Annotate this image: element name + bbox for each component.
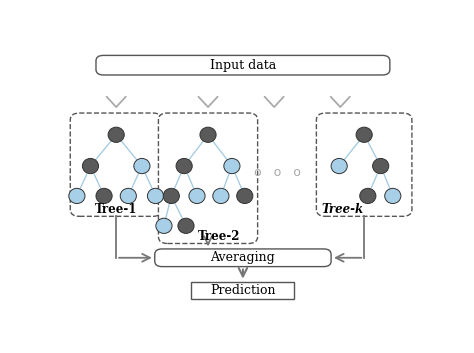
Ellipse shape [178, 218, 194, 233]
FancyBboxPatch shape [70, 113, 162, 216]
Text: Tree-1: Tree-1 [95, 203, 137, 216]
Ellipse shape [189, 188, 205, 204]
Ellipse shape [108, 127, 124, 142]
FancyBboxPatch shape [155, 249, 331, 267]
Ellipse shape [163, 188, 179, 204]
Ellipse shape [360, 188, 376, 204]
Ellipse shape [356, 127, 372, 142]
Text: Tree-2: Tree-2 [198, 230, 240, 243]
Ellipse shape [331, 158, 347, 174]
Ellipse shape [156, 218, 172, 233]
Ellipse shape [120, 188, 137, 204]
Bar [191, 282, 294, 299]
Ellipse shape [134, 158, 150, 174]
Text: o   o   o: o o o [255, 166, 301, 179]
Text: Prediction: Prediction [210, 284, 276, 297]
Ellipse shape [224, 158, 240, 174]
Ellipse shape [200, 127, 216, 142]
Text: Averaging: Averaging [210, 251, 275, 264]
Ellipse shape [82, 158, 99, 174]
Ellipse shape [69, 188, 85, 204]
Ellipse shape [147, 188, 164, 204]
Ellipse shape [373, 158, 389, 174]
Ellipse shape [385, 188, 401, 204]
FancyBboxPatch shape [316, 113, 412, 216]
Text: Input data: Input data [210, 59, 276, 72]
Ellipse shape [237, 188, 253, 204]
FancyBboxPatch shape [96, 55, 390, 75]
Ellipse shape [213, 188, 229, 204]
Ellipse shape [176, 158, 192, 174]
FancyBboxPatch shape [158, 113, 258, 244]
Text: Tree-k: Tree-k [322, 203, 364, 216]
Ellipse shape [96, 188, 112, 204]
